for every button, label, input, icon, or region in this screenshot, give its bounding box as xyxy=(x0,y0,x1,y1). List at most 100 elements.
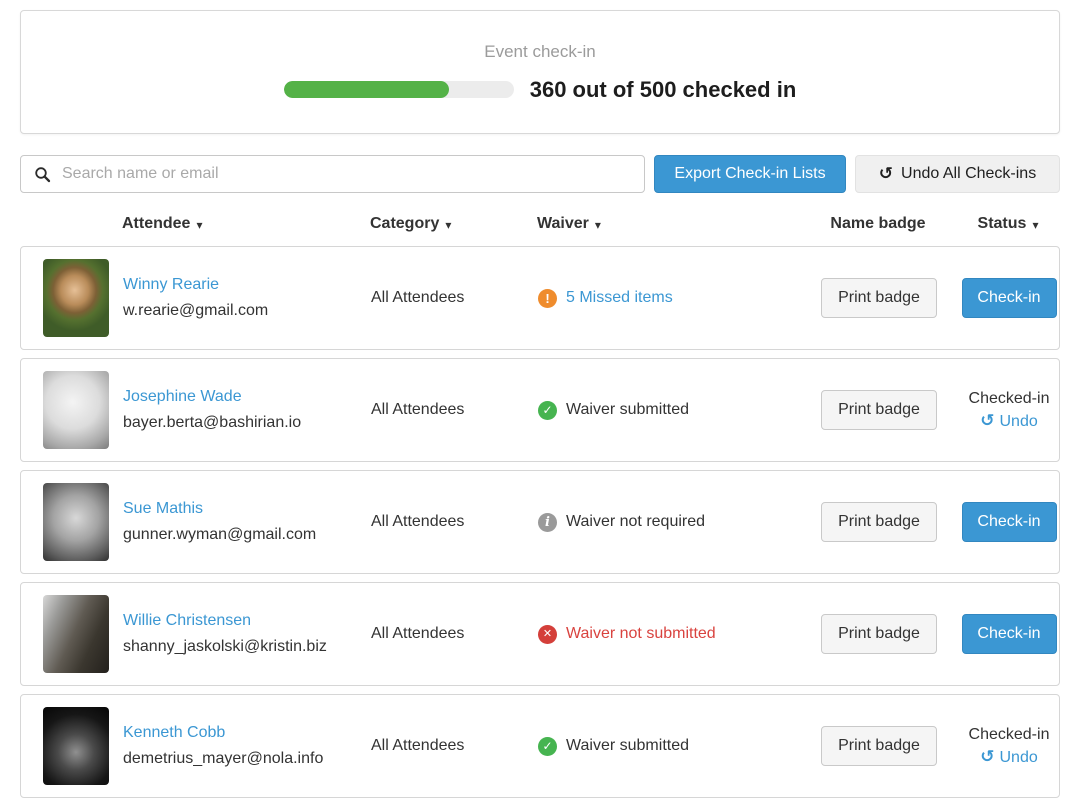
waiver-cell: 5 Missed items xyxy=(538,288,801,308)
info-circle-icon xyxy=(538,512,557,532)
table-header: Attendee ▾ Category ▾ Waiver ▾ Name badg… xyxy=(20,193,1060,246)
print-badge-button[interactable]: Print badge xyxy=(821,390,937,430)
undo-icon: ↺ xyxy=(878,163,894,184)
category-cell: All Attendees xyxy=(371,737,465,754)
checkin-progress-fill xyxy=(283,81,450,98)
column-label: Attendee xyxy=(122,215,191,232)
attendee-name-link[interactable]: Sue Mathis xyxy=(123,500,204,517)
print-badge-button[interactable]: Print badge xyxy=(821,614,937,654)
check-in-button[interactable]: Check-in xyxy=(961,614,1057,654)
column-header-name-badge: Name badge xyxy=(800,215,956,233)
column-label: Status xyxy=(977,215,1027,232)
attendee-email: shanny_jaskolski@kristin.biz xyxy=(123,638,327,655)
column-header-category[interactable]: Category ▾ xyxy=(370,215,537,233)
undo-checkin-link[interactable]: ↺ Undo xyxy=(980,749,1038,767)
undo-icon: ↺ xyxy=(980,411,995,431)
column-header-status[interactable]: Status ▾ xyxy=(956,215,1060,233)
status-cell: Checked-in ↺ Undo xyxy=(957,726,1061,767)
waiver-status-text[interactable]: 5 Missed items xyxy=(566,289,673,306)
category-cell: All Attendees xyxy=(371,289,465,306)
caret-down-icon: ▾ xyxy=(196,218,203,232)
avatar-cell xyxy=(43,483,123,561)
checked-in-label: Checked-in xyxy=(968,389,1050,407)
waiver-cell: Waiver submitted xyxy=(538,736,801,756)
name-badge-cell: Print badge xyxy=(801,502,957,542)
check-in-button[interactable]: Check-in xyxy=(961,278,1057,318)
attendee-name-link[interactable]: Josephine Wade xyxy=(123,388,242,405)
category-cell: All Attendees xyxy=(371,625,465,642)
name-badge-cell: Print badge xyxy=(801,390,957,430)
x-circle-icon xyxy=(538,624,557,644)
undo-all-checkins-button[interactable]: ↺ Undo All Check-ins xyxy=(855,155,1060,193)
waiver-cell: Waiver not required xyxy=(538,512,801,532)
undo-label: Undo xyxy=(999,748,1038,766)
checked-in-status: Checked-in ↺ Undo xyxy=(969,390,1050,431)
caret-down-icon: ▾ xyxy=(594,218,601,232)
checkin-count-label: 360 out of 500 checked in xyxy=(529,76,797,102)
export-checkin-lists-button[interactable]: Export Check-in Lists xyxy=(654,155,846,193)
attendee-cell: Willie Christensen shanny_jaskolski@kris… xyxy=(123,612,371,656)
attendee-cell: Sue Mathis gunner.wyman@gmail.com xyxy=(123,500,371,544)
print-badge-button[interactable]: Print badge xyxy=(821,726,937,766)
waiver-status-text: Waiver not submitted xyxy=(566,625,716,642)
attendee-cell: Kenneth Cobb demetrius_mayer@nola.info xyxy=(123,724,371,768)
waiver-cell: Waiver not submitted xyxy=(538,624,801,644)
event-checkin-summary-card: Event check-in 360 out of 500 checked in xyxy=(20,10,1060,134)
waiver-status-text: Waiver not required xyxy=(566,513,706,530)
status-cell: Check-in ↺ xyxy=(957,614,1061,654)
status-cell: Check-in ↺ xyxy=(957,278,1061,318)
print-badge-button[interactable]: Print badge xyxy=(821,278,937,318)
name-badge-cell: Print badge xyxy=(801,726,957,766)
toolbar: Export Check-in Lists ↺ Undo All Check-i… xyxy=(20,155,1060,193)
category-cell: All Attendees xyxy=(371,401,465,418)
attendee-cell: Winny Rearie w.rearie@gmail.com xyxy=(123,276,371,320)
check-circle-icon xyxy=(538,736,557,756)
name-badge-cell: Print badge xyxy=(801,614,957,654)
undo-icon: ↺ xyxy=(980,747,995,767)
avatar-cell xyxy=(43,259,123,337)
column-header-waiver[interactable]: Waiver ▾ xyxy=(537,215,800,233)
attendee-cell: Josephine Wade bayer.berta@bashirian.io xyxy=(123,388,371,432)
avatar xyxy=(43,371,109,449)
attendee-name-link[interactable]: Willie Christensen xyxy=(123,612,252,629)
check-circle-icon xyxy=(538,400,557,420)
waiver-status-text: Waiver submitted xyxy=(566,737,689,754)
category-cell: All Attendees xyxy=(371,513,465,530)
attendee-row: Willie Christensen shanny_jaskolski@kris… xyxy=(20,582,1060,686)
avatar-cell xyxy=(43,595,123,673)
event-checkin-title: Event check-in xyxy=(484,41,596,61)
attendee-list: Winny Rearie w.rearie@gmail.com All Atte… xyxy=(20,246,1060,798)
undo-all-label: Undo All Check-ins xyxy=(901,165,1037,182)
attendee-email: bayer.berta@bashirian.io xyxy=(123,414,302,431)
print-badge-button[interactable]: Print badge xyxy=(821,502,937,542)
warning-circle-icon xyxy=(538,288,557,308)
avatar xyxy=(43,595,109,673)
attendee-email: gunner.wyman@gmail.com xyxy=(123,526,317,543)
checkin-progress-bar xyxy=(283,81,514,98)
check-in-button[interactable]: Check-in xyxy=(961,502,1057,542)
avatar-cell xyxy=(43,371,123,449)
attendee-name-link[interactable]: Kenneth Cobb xyxy=(123,724,226,741)
name-badge-cell: Print badge xyxy=(801,278,957,318)
column-header-attendee[interactable]: Attendee ▾ xyxy=(122,215,370,233)
avatar xyxy=(43,259,109,337)
avatar xyxy=(43,707,109,785)
attendee-row: Josephine Wade bayer.berta@bashirian.io … xyxy=(20,358,1060,462)
attendee-email: demetrius_mayer@nola.info xyxy=(123,750,324,767)
search-input[interactable] xyxy=(62,165,631,183)
undo-label: Undo xyxy=(999,412,1038,430)
caret-down-icon: ▾ xyxy=(445,218,452,232)
waiver-cell: Waiver submitted xyxy=(538,400,801,420)
avatar xyxy=(43,483,109,561)
attendee-row: Kenneth Cobb demetrius_mayer@nola.info A… xyxy=(20,694,1060,798)
column-label: Waiver xyxy=(537,215,589,232)
checked-in-label: Checked-in xyxy=(968,725,1050,743)
attendee-name-link[interactable]: Winny Rearie xyxy=(123,276,220,293)
caret-down-icon: ▾ xyxy=(1032,218,1039,232)
undo-checkin-link[interactable]: ↺ Undo xyxy=(980,413,1038,431)
status-cell: Check-in ↺ xyxy=(957,502,1061,542)
attendee-row: Winny Rearie w.rearie@gmail.com All Atte… xyxy=(20,246,1060,350)
column-label: Name badge xyxy=(830,215,926,232)
search-box xyxy=(20,155,645,193)
